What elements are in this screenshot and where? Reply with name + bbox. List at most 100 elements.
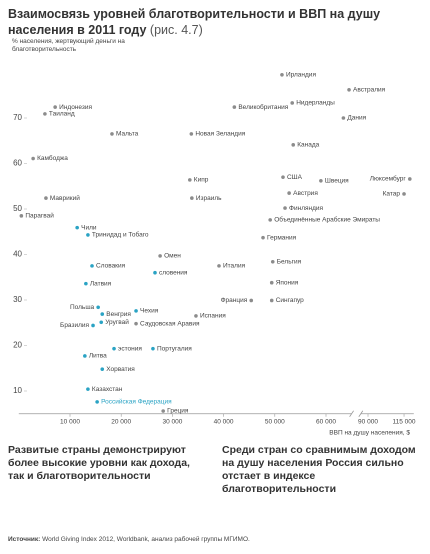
point	[43, 112, 47, 116]
point	[408, 177, 412, 181]
x-tick-label: 60 000	[316, 418, 336, 425]
point-label: Сингапур	[276, 297, 304, 304]
point-label: Греция	[167, 408, 189, 415]
point-label: Венгрия	[106, 311, 131, 318]
x-tick-label: 10 000	[60, 418, 80, 425]
point	[153, 270, 157, 275]
note-left: Развитые страны демонстрируют более высо…	[8, 444, 190, 482]
point	[319, 178, 323, 183]
y-tick-label: 20	[13, 341, 22, 350]
point-label: Казахстан	[92, 386, 123, 393]
point	[86, 387, 90, 391]
point	[194, 314, 198, 318]
chart: 10 20 30 40 50 60 70 10 000 20 000 30 000 40 000 50…	[13, 71, 416, 436]
point-label: Омен	[164, 253, 181, 260]
point-label: Чили	[81, 224, 97, 231]
point-label: Новая Зеландия	[195, 131, 245, 138]
point-label: США	[287, 174, 303, 181]
chart-title: Взаимосвязь уровней благотворительности …	[8, 7, 381, 37]
point	[99, 320, 104, 325]
point-label: Хорватия	[106, 366, 135, 373]
point	[402, 192, 406, 196]
y-axis-label: % населения, жертвующий деньги на благот…	[12, 38, 125, 53]
chart-title-block: Взаимосвязь уровней благотворительности …	[8, 6, 418, 38]
point-label: Великобритания	[238, 103, 288, 111]
point-label: Италия	[223, 263, 246, 270]
point-label: Литва	[89, 353, 107, 360]
point-label: Уругвай	[105, 318, 129, 326]
point-label: Германия	[267, 234, 297, 241]
point-label: Мальта	[116, 131, 139, 138]
point-label: Ирландия	[286, 71, 316, 78]
point	[287, 191, 291, 195]
point-label: Польша	[70, 304, 95, 311]
point	[100, 312, 105, 316]
point	[188, 178, 192, 182]
point-label: Израиль	[196, 195, 222, 202]
point	[249, 298, 254, 303]
source: Источник: World Giving Index 2012, World…	[8, 536, 250, 543]
y-tick-label: 70	[13, 113, 22, 122]
point	[280, 72, 284, 77]
point-label: Япония	[276, 279, 299, 286]
point	[269, 280, 274, 285]
point	[83, 354, 87, 358]
point-label: Таиланд	[49, 111, 75, 118]
point-label: Бразилия	[60, 322, 89, 329]
point	[189, 132, 194, 136]
point-label: Люксембург	[370, 175, 407, 183]
point	[151, 346, 155, 351]
point	[270, 259, 275, 264]
point-label: Австралия	[353, 87, 386, 94]
y-tick-label: 30	[13, 295, 22, 304]
y-tick-label: 50	[13, 204, 22, 213]
point	[96, 305, 100, 310]
point-label: Франция	[221, 297, 248, 304]
point	[347, 87, 351, 92]
point	[95, 400, 99, 404]
point	[261, 235, 265, 240]
y-tick-label: 10	[13, 386, 22, 395]
point	[281, 175, 285, 179]
point	[19, 214, 24, 218]
x-tick-label: 30 000	[162, 418, 182, 425]
point-label: Латвия	[90, 280, 112, 287]
point-label: Канада	[297, 142, 319, 149]
point-label: Дания	[347, 115, 366, 122]
y-tick-label: 60	[13, 159, 22, 168]
point	[44, 196, 48, 200]
point-label: словения	[159, 269, 188, 276]
point-label: Маврикий	[50, 194, 80, 202]
point	[291, 143, 296, 147]
point	[90, 264, 94, 268]
point-label: Португалия	[157, 345, 192, 352]
point-label: Тринидад и Тобаго	[92, 231, 149, 239]
x-tick-label: 90 000	[358, 418, 378, 425]
point	[110, 132, 114, 136]
point	[158, 254, 162, 258]
point-label: Швеция	[325, 178, 349, 185]
point	[290, 101, 295, 105]
point	[53, 105, 57, 109]
point	[134, 309, 138, 313]
point	[190, 196, 194, 200]
point	[100, 367, 105, 371]
point	[283, 206, 287, 210]
point-label: эстония	[118, 345, 142, 352]
point-label: Камбоджа	[37, 154, 68, 162]
axis-break	[358, 410, 364, 417]
note-right: Среди стран со сравнимым доходом на душу…	[222, 444, 416, 495]
point-label: Индонезия	[59, 104, 92, 111]
point	[232, 105, 237, 109]
point	[84, 281, 88, 286]
point	[134, 321, 138, 326]
point	[112, 346, 116, 351]
x-tick-label: 20 000	[111, 418, 131, 425]
source-label: Источник:	[8, 536, 41, 543]
figure-ref: (рис. 4.7)	[149, 23, 203, 37]
point	[268, 218, 272, 222]
source-text: World Giving Index 2012, Worldbank, анал…	[42, 536, 250, 543]
point	[86, 233, 90, 237]
point-label: Катар	[383, 191, 401, 198]
